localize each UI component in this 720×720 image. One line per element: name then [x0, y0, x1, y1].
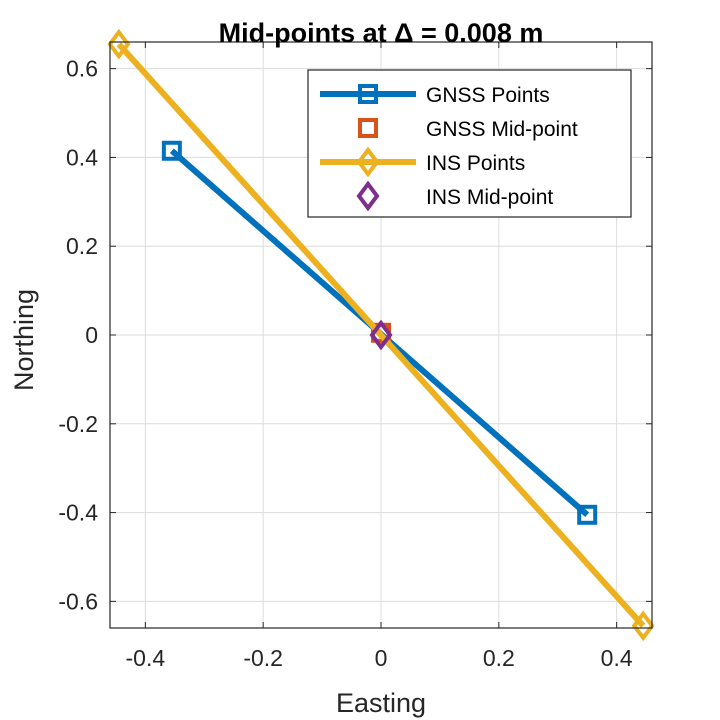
x-tick-label: -0.2	[243, 645, 283, 671]
legend: GNSS Points GNSS Mid-point INS Points INS M…	[307, 69, 632, 218]
data-point-diamond	[369, 319, 393, 351]
y-tick-label: 0.6	[66, 56, 98, 82]
legend-marker-square	[358, 118, 378, 138]
legend-entry: GNSS Mid-point	[358, 118, 578, 141]
series-line	[116, 42, 646, 628]
series	[107, 28, 655, 642]
y-tick-label: 0	[85, 322, 98, 348]
x-tick-label: -0.4	[126, 645, 166, 671]
y-tick-label: -0.4	[58, 500, 98, 526]
data-point-diamond	[631, 610, 655, 642]
x-axis-label: Easting	[336, 688, 426, 718]
legend-entry: INS Mid-point	[356, 180, 553, 212]
y-tick-label: 0.4	[66, 144, 98, 170]
x-tick-label: 0.4	[601, 645, 633, 671]
legend-marker-square	[358, 84, 378, 104]
legend-label: GNSS Mid-point	[426, 118, 578, 141]
legend-label: INS Points	[426, 152, 525, 175]
series-2	[107, 28, 655, 642]
x-tick-label: 0	[375, 645, 388, 671]
data-point-square	[161, 140, 182, 161]
y-tick-label: 0.2	[66, 233, 98, 259]
chart-title: Mid-points at Δ = 0.008 m	[219, 18, 544, 48]
legend-entry: INS Points	[320, 146, 525, 178]
y-tick-label: -0.6	[58, 588, 98, 614]
y-tick-label: -0.2	[58, 411, 98, 437]
x-tick-label: 0.2	[483, 645, 515, 671]
axes-box	[109, 41, 653, 629]
y-axis-label: Northing	[9, 289, 39, 391]
series-3	[369, 319, 393, 351]
legend-entry: GNSS Points	[320, 84, 550, 107]
ticks	[110, 42, 652, 628]
legend-marker-diamond	[356, 180, 380, 212]
legend-label: GNSS Points	[426, 84, 550, 107]
legend-marker-diamond	[356, 146, 380, 178]
data-point-diamond	[107, 28, 131, 60]
legend-label: INS Mid-point	[426, 186, 553, 209]
tick-labels: -0.4 -0.2 0 0.2 0.4 -0.6 -0.4 -0.2 0 0.2 0.4 0.6	[58, 56, 632, 671]
data-point-square	[577, 504, 598, 525]
